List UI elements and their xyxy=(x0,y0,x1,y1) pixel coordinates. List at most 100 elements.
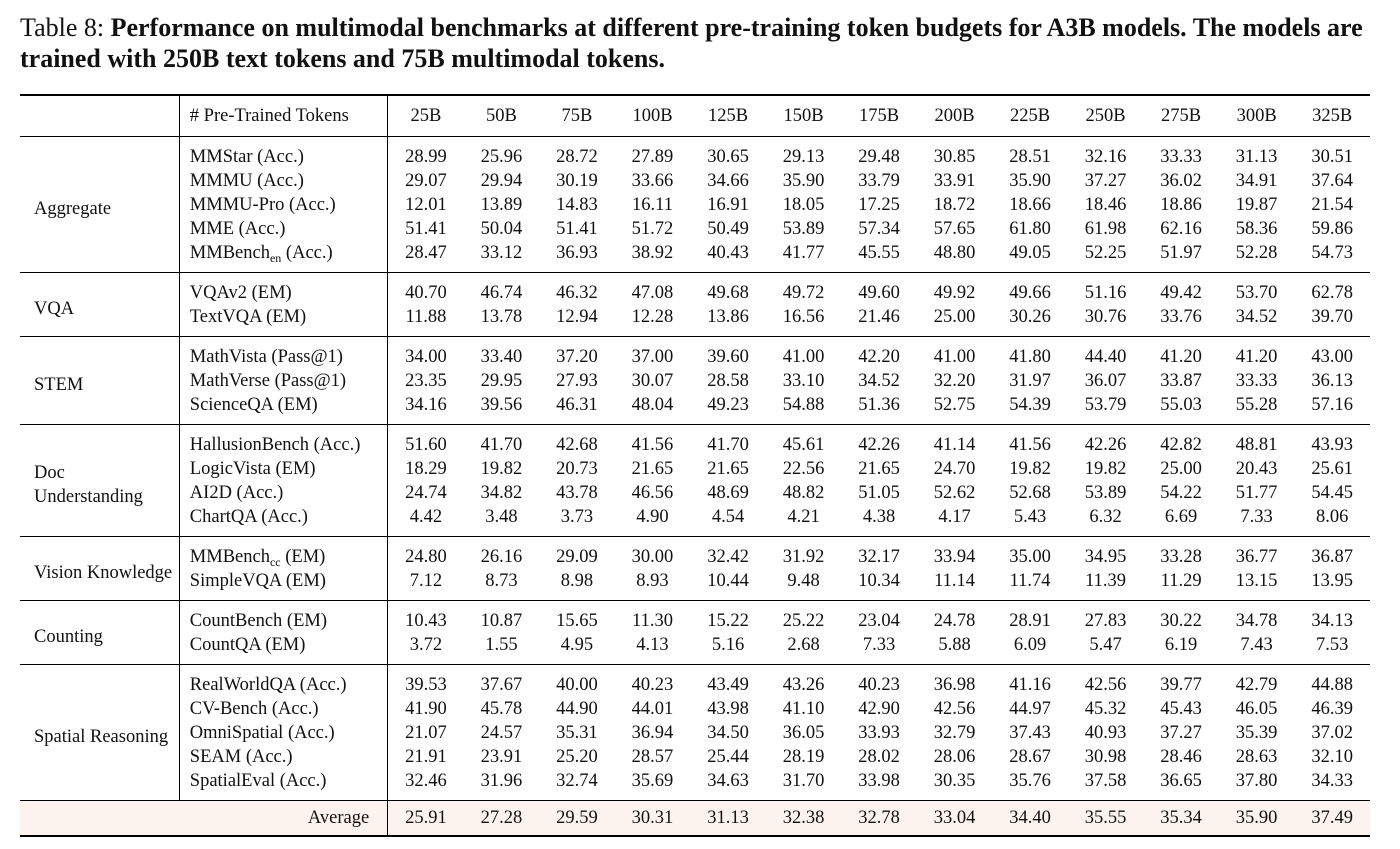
value-cell: 32.10 xyxy=(1311,747,1353,767)
value-cell: 39.60 xyxy=(707,347,749,367)
value-cell: 37.00 xyxy=(631,347,674,367)
value-cell: 37.20 xyxy=(556,347,598,367)
value-cell: 29.48 xyxy=(858,147,900,167)
column-header: 125B xyxy=(707,106,749,126)
value-cell: 44.97 xyxy=(1009,699,1051,719)
value-cell: 37.67 xyxy=(480,675,523,695)
category-cell: Counting xyxy=(34,626,103,647)
value-cell: 33.33 xyxy=(1235,371,1278,391)
value-cell: 24.80 xyxy=(387,536,464,569)
table-row: Spatial Reasoning RealWorldQA (Acc.) 39.53… xyxy=(20,664,1370,747)
value-cell: 41.20 xyxy=(1235,347,1278,367)
value-cell: 39.70 xyxy=(1311,307,1353,327)
value-cell: 37.64 xyxy=(1311,171,1353,191)
value-cell: 29.94 xyxy=(480,171,523,191)
value-cell: 42.79 xyxy=(1235,675,1278,695)
value-cell: 21.65 xyxy=(707,459,749,479)
value-cell: 41.00 xyxy=(933,347,976,367)
value-cell: 16.91 xyxy=(707,195,749,215)
value-cell: 28.02 xyxy=(858,747,900,767)
value-cell: 51.16 xyxy=(1084,283,1127,303)
value-cell: 49.68 xyxy=(707,283,749,303)
value-cell: 28.72 xyxy=(556,147,598,167)
average-value-cell: 33.04 xyxy=(916,800,993,836)
value-cell: 57.16 xyxy=(1311,395,1353,415)
value-cell: 28.91 xyxy=(1009,611,1051,631)
value-cell: 28.06 xyxy=(933,747,976,767)
average-value-cell: 34.40 xyxy=(992,800,1068,836)
value-cell: 25.44 xyxy=(707,747,749,767)
value-cell: 34.91 xyxy=(1235,171,1278,191)
value-cell: 4.54 xyxy=(711,507,745,527)
average-value-cell: 30.31 xyxy=(614,800,691,836)
value-cell: 33.33 xyxy=(1160,147,1202,167)
value-cell: 30.22 xyxy=(1160,611,1202,631)
value-cell: 32.74 xyxy=(556,771,598,791)
column-header: 325B xyxy=(1312,106,1353,126)
value-cell: 10.44 xyxy=(707,571,749,591)
value-cell: 25.00 xyxy=(933,307,976,327)
value-cell: 25.00 xyxy=(1160,459,1202,479)
value-cell: 9.48 xyxy=(787,571,820,591)
value-cell: 55.03 xyxy=(1160,395,1202,415)
value-cell: 45.78 xyxy=(480,699,523,719)
metric-cell: MMBenchcc (EM) xyxy=(178,536,388,569)
value-cell: 19.87 xyxy=(1235,195,1278,215)
value-cell: 31.97 xyxy=(1009,371,1051,391)
metric-subscript: en xyxy=(269,251,282,265)
value-cell: 4.13 xyxy=(636,635,669,655)
value-cell: 7.33 xyxy=(862,635,896,655)
value-cell: 22.56 xyxy=(782,459,825,479)
table-row: MathVerse (Pass@1) 23.35 29.95 27.93 30.07 28… xyxy=(20,369,1370,393)
value-cell: 8.73 xyxy=(485,571,518,591)
value-cell: 5.47 xyxy=(1089,635,1122,655)
value-cell: 21.91 xyxy=(387,745,464,769)
table-caption: Table 8: Performance on multimodal bench… xyxy=(20,12,1390,74)
value-cell: 31.13 xyxy=(1235,147,1278,167)
results-table: # Pre-Trained Tokens 25B 50B 75B 100B 125B 15… xyxy=(20,94,1370,837)
value-cell: 39.77 xyxy=(1160,675,1202,695)
value-cell: 4.95 xyxy=(560,635,594,655)
value-cell: 40.43 xyxy=(707,243,749,263)
value-cell: 54.73 xyxy=(1311,243,1353,263)
value-cell: 41.14 xyxy=(933,435,976,455)
value-cell: 16.56 xyxy=(782,307,825,327)
value-cell: 11.39 xyxy=(1085,571,1127,591)
value-cell: 28.51 xyxy=(1009,147,1051,167)
value-cell: 24.78 xyxy=(933,611,976,631)
caption-label: Table 8: xyxy=(20,13,105,42)
value-cell: 15.22 xyxy=(707,611,749,631)
metric-cell: CountBench (EM) xyxy=(178,600,388,633)
table-row: AI2D (Acc.) 24.74 34.82 43.78 46.56 48.69 48.8… xyxy=(20,481,1370,505)
value-cell: 29.09 xyxy=(556,547,598,567)
value-cell: 25.61 xyxy=(1311,459,1353,479)
value-cell: 45.61 xyxy=(782,435,825,455)
metric-cell: MMMU (Acc.) xyxy=(178,169,388,193)
metric-cell: OmniSpatial (Acc.) xyxy=(178,721,388,745)
average-value-cell: 35.90 xyxy=(1218,800,1295,836)
value-cell: 29.95 xyxy=(480,371,523,391)
value-cell: 3.73 xyxy=(560,507,594,527)
category-cell: VQA xyxy=(34,298,75,319)
value-cell: 42.68 xyxy=(556,435,598,455)
value-cell: 25.22 xyxy=(782,611,825,631)
column-header: 75B xyxy=(561,106,593,126)
value-cell: 44.01 xyxy=(631,699,674,719)
table-row: CountQA (EM) 3.72 1.55 4.95 4.13 5.16 2.68 7.33… xyxy=(20,633,1370,665)
value-cell: 46.39 xyxy=(1311,699,1353,719)
column-header: 50B xyxy=(486,106,517,126)
table-row: Counting CountBench (EM) 10.43 10.87 15.65 11… xyxy=(20,600,1370,647)
value-cell: 33.66 xyxy=(631,171,674,191)
value-cell: 40.23 xyxy=(631,675,674,695)
table-body: Aggregate MMStar (Acc.) 28.99 25.96 28.72 27.… xyxy=(20,136,1370,836)
value-cell: 37.80 xyxy=(1235,771,1278,791)
value-cell: 20.73 xyxy=(556,459,598,479)
value-cell: 5.16 xyxy=(711,635,745,655)
value-cell: 21.54 xyxy=(1311,195,1353,215)
average-value-cell: 27.28 xyxy=(463,800,540,836)
value-cell: 21.46 xyxy=(858,307,900,327)
value-cell: 30.35 xyxy=(933,771,976,791)
value-cell: 4.38 xyxy=(862,507,896,527)
value-cell: 49.23 xyxy=(707,395,749,415)
value-cell: 18.46 xyxy=(1084,195,1127,215)
